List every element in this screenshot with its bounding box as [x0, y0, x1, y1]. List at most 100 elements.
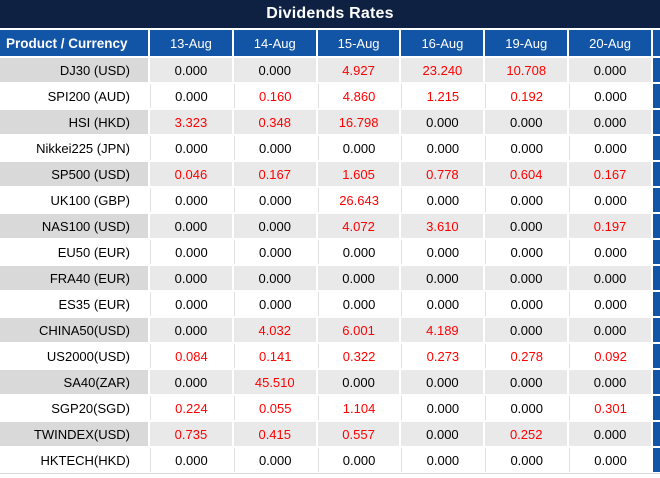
value-cell: 0.000: [317, 448, 400, 472]
value-cell: 0.278: [485, 344, 567, 368]
column-header-date: 19-Aug: [485, 30, 568, 56]
value-cell: 26.643: [317, 188, 400, 212]
product-cell: FRA40 (EUR): [0, 266, 148, 290]
value-cell: 0.084: [150, 344, 232, 368]
table-row: EU50 (EUR) 0.000 0.000 0.000 0.000 0.000 0.000: [0, 240, 660, 264]
product-cell: HSI (HKD): [0, 110, 148, 134]
table-row: Nikkei225 (JPN) 0.000 0.000 0.000 0.000 0.000…: [0, 136, 660, 160]
value-cell: 0.000: [485, 110, 568, 134]
value-cell: 0.000: [401, 422, 484, 446]
value-cell: 0.000: [569, 188, 651, 212]
right-edge-bar: [652, 370, 660, 394]
value-cell: 0.301: [569, 396, 651, 420]
value-cell: 0.192: [485, 84, 567, 108]
value-cell: 0.000: [485, 292, 567, 316]
value-cell: 1.215: [401, 84, 483, 108]
right-edge-bar: [652, 136, 660, 160]
table-bottom-border: [0, 473, 660, 474]
table-row: DJ30 (USD) 0.000 0.000 4.927 23.240 10.708 0.0…: [0, 58, 660, 82]
value-cell: 0.000: [485, 396, 567, 420]
product-cell: ES35 (EUR): [58, 296, 130, 312]
header-row: Product / Currency 13-Aug 14-Aug 15-Aug 16-…: [0, 30, 660, 56]
value-cell: 0.000: [401, 110, 484, 134]
table-row: NAS100 (USD) 0.000 0.000 4.072 3.610 0.000 0.1…: [0, 214, 660, 238]
value-cell: 0.000: [317, 240, 400, 264]
value-cell: 0.000: [317, 370, 400, 394]
column-header-date: 14-Aug: [233, 30, 316, 56]
product-cell: EU50 (EUR): [57, 244, 130, 260]
value-cell: 3.323: [150, 110, 232, 134]
right-edge-bar: [652, 292, 660, 316]
value-cell: 0.000: [233, 240, 316, 264]
table-body: DJ30 (USD) 0.000 0.000 4.927 23.240 10.708 0.0…: [0, 58, 660, 472]
value-cell: 0.000: [233, 214, 316, 238]
value-cell: 0.000: [317, 266, 400, 290]
right-edge-bar: [652, 344, 660, 368]
column-header-product-currency: Product / Currency: [0, 30, 148, 56]
value-cell: 0.000: [485, 318, 568, 342]
value-cell: 0.000: [150, 188, 232, 212]
value-cell: 0.000: [485, 448, 567, 472]
value-cell: 4.189: [401, 318, 484, 342]
right-edge-bar: [652, 448, 660, 472]
value-cell: 0.000: [569, 136, 651, 160]
value-cell: 0.167: [569, 162, 651, 186]
value-cell: 0.000: [569, 318, 651, 342]
value-cell: 0.000: [401, 370, 484, 394]
value-cell: 0.000: [150, 136, 232, 160]
value-cell: 0.557: [317, 422, 400, 446]
value-cell: 0.000: [150, 240, 232, 264]
value-cell: 6.001: [317, 318, 400, 342]
table-row: ES35 (EUR) 0.000 0.000 0.000 0.000 0.000 0.000: [0, 292, 660, 316]
table-row: SGP20(SGD) 0.224 0.055 1.104 0.000 0.000 0.301: [0, 396, 660, 420]
table-title: Dividends Rates: [266, 5, 394, 22]
value-cell: 0.197: [569, 214, 651, 238]
value-cell: 0.160: [233, 84, 316, 108]
value-cell: 0.000: [569, 110, 651, 134]
value-cell: 0.141: [233, 344, 316, 368]
value-cell: 0.000: [150, 370, 232, 394]
value-cell: 1.605: [317, 162, 400, 186]
value-cell: 10.708: [485, 58, 568, 82]
value-cell: 0.000: [569, 448, 651, 472]
right-edge-bar: [652, 188, 660, 212]
product-cell: US2000(USD): [46, 348, 130, 364]
value-cell: 0.000: [317, 292, 400, 316]
table-row: CHINA50(USD) 0.000 4.032 6.001 4.189 0.000 0.0…: [0, 318, 660, 342]
table-row: HSI (HKD) 3.323 0.348 16.798 0.000 0.000 0.000: [0, 110, 660, 134]
value-cell: 16.798: [317, 110, 400, 134]
column-header-date: 20-Aug: [569, 30, 651, 56]
value-cell: 0.000: [569, 422, 651, 446]
value-cell: 0.000: [233, 448, 316, 472]
product-cell: UK100 (GBP): [50, 192, 130, 208]
value-cell: 0.735: [150, 422, 232, 446]
value-cell: 0.273: [401, 344, 483, 368]
value-cell: 1.104: [317, 396, 400, 420]
table-title-bar: Dividends Rates: [0, 0, 660, 28]
right-edge-bar: [652, 58, 660, 82]
value-cell: 0.000: [317, 136, 400, 160]
value-cell: 3.610: [401, 214, 484, 238]
value-cell: 0.000: [569, 266, 651, 290]
right-edge-bar: [652, 84, 660, 108]
value-cell: 0.000: [569, 58, 651, 82]
value-cell: 0.000: [401, 396, 483, 420]
value-cell: 0.000: [233, 58, 316, 82]
right-edge-bar: [652, 240, 660, 264]
value-cell: 0.000: [401, 448, 483, 472]
value-cell: 0.000: [233, 266, 316, 290]
value-cell: 0.000: [485, 266, 568, 290]
table-row: HKTECH(HKD) 0.000 0.000 0.000 0.000 0.000 0.00…: [0, 448, 660, 472]
table-row: US2000(USD) 0.084 0.141 0.322 0.273 0.278 0.09…: [0, 344, 660, 368]
value-cell: 0.000: [150, 266, 232, 290]
value-cell: 0.000: [569, 84, 651, 108]
product-cell: DJ30 (USD): [0, 58, 148, 82]
value-cell: 0.000: [401, 240, 483, 264]
value-cell: 0.167: [233, 162, 316, 186]
value-cell: 4.927: [317, 58, 400, 82]
value-cell: 23.240: [401, 58, 484, 82]
value-cell: 0.046: [150, 162, 232, 186]
value-cell: 0.000: [150, 318, 232, 342]
value-cell: 0.252: [485, 422, 568, 446]
right-edge-bar: [652, 422, 660, 446]
